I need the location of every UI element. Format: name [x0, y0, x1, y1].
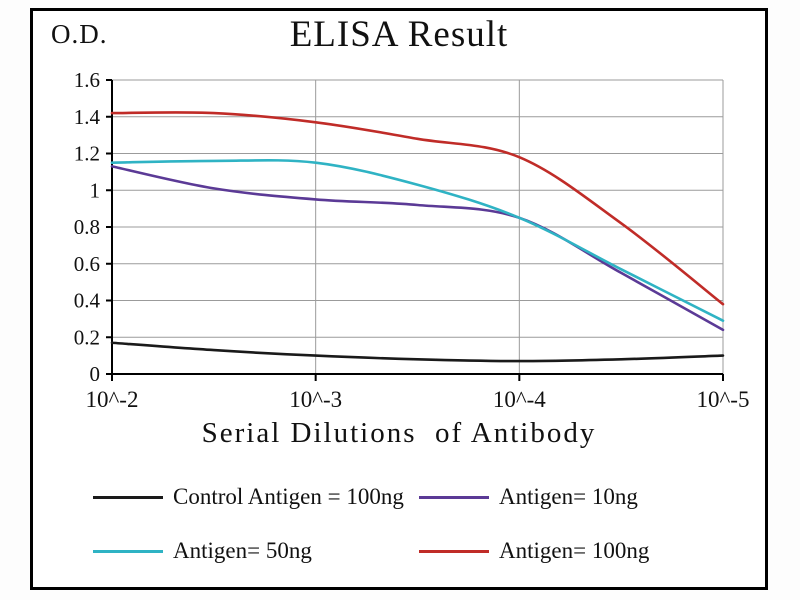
figure-header: O.D. ELISA Result: [33, 11, 765, 61]
legend-item-control-antigen: Control Antigen = 100ng: [93, 484, 419, 510]
control-antigen-line-swatch: [93, 495, 163, 499]
elisa-figure: O.D. ELISA Result 0 0.2 0.4 0.6 0.8 1 1.2 1.4 1.…: [30, 8, 768, 590]
svg-text:10^-4: 10^-4: [493, 387, 546, 412]
svg-text:0.2: 0.2: [74, 325, 100, 349]
svg-text:0.8: 0.8: [74, 215, 100, 239]
svg-text:10^-5: 10^-5: [697, 387, 750, 412]
legend-label: Antigen= 50ng: [173, 538, 312, 563]
legend-label: Antigen= 100ng: [499, 538, 650, 563]
svg-text:10^-2: 10^-2: [86, 387, 139, 412]
legend-label: Antigen= 10ng: [499, 484, 638, 509]
svg-text:1.2: 1.2: [74, 142, 100, 166]
legend-item-antigen-50ng: Antigen= 50ng: [93, 538, 419, 564]
antigen-100ng-line-swatch: [419, 549, 489, 553]
svg-text:1.4: 1.4: [74, 105, 101, 129]
svg-text:1: 1: [90, 178, 101, 202]
antigen-50ng-line-swatch: [93, 549, 163, 553]
chart-title: ELISA Result: [289, 14, 509, 55]
legend-label: Control Antigen = 100ng: [173, 484, 404, 509]
svg-text:1.6: 1.6: [74, 68, 100, 92]
svg-text:0.4: 0.4: [74, 289, 101, 313]
svg-text:0.6: 0.6: [74, 252, 100, 276]
y-axis-unit-label: O.D.: [51, 19, 108, 49]
legend-item-antigen-100ng: Antigen= 100ng: [419, 538, 745, 564]
svg-text:0: 0: [90, 362, 101, 386]
x-axis-title: Serial Dilutions of Antibody: [201, 417, 597, 449]
legend-item-antigen-10ng: Antigen= 10ng: [419, 484, 745, 510]
legend: Control Antigen = 100ng Antigen= 10ng An…: [93, 484, 745, 564]
line-chart-plot: 0 0.2 0.4 0.6 0.8 1 1.2 1.4 1.6 10^-2 10^-3 10^-4 10…: [74, 68, 750, 412]
svg-text:10^-3: 10^-3: [289, 387, 342, 412]
antigen-10ng-line-swatch: [419, 495, 489, 499]
